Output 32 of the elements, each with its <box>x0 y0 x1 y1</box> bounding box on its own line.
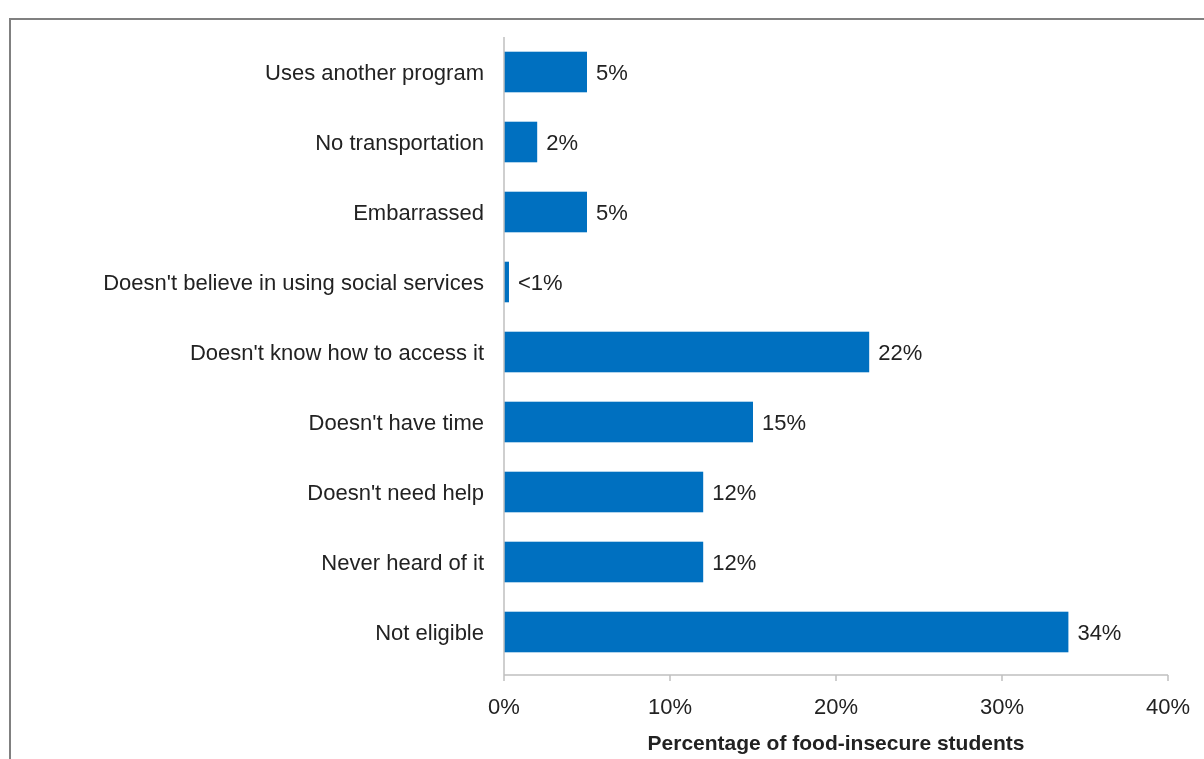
bar <box>504 121 538 163</box>
bar <box>504 51 587 93</box>
bar <box>504 541 704 583</box>
data-label: 15% <box>762 409 807 435</box>
data-label: 34% <box>1077 619 1122 645</box>
data-label: 12% <box>712 479 757 505</box>
data-label: 5% <box>596 199 628 225</box>
bar <box>504 191 587 233</box>
x-axis-title: Percentage of food-insecure students <box>647 731 1025 754</box>
y-tick-label: Doesn't have time <box>308 409 484 435</box>
bar <box>504 471 704 513</box>
x-tick-label: 0% <box>488 694 520 719</box>
y-tick-label: Doesn't need help <box>307 479 484 505</box>
bar <box>504 611 1069 653</box>
y-tick-label: No transportation <box>315 129 484 155</box>
data-label: <1% <box>517 269 563 295</box>
data-label: 22% <box>878 339 923 365</box>
y-tick-label: Never heard of it <box>321 549 484 575</box>
x-tick-label: 40% <box>1145 694 1191 719</box>
data-label: 5% <box>596 59 628 85</box>
y-tick-label: Doesn't know how to access it <box>189 339 484 365</box>
y-tick-label: Uses another program <box>265 59 484 85</box>
y-tick-label: Doesn't believe in using social services <box>103 269 484 295</box>
y-tick-label: Not eligible <box>375 619 484 645</box>
bar <box>504 401 753 443</box>
x-tick-label: 20% <box>813 694 859 719</box>
y-tick-label: Embarrassed <box>353 199 484 225</box>
x-tick-label: 30% <box>979 694 1025 719</box>
bar <box>504 331 870 373</box>
x-tick-label: 10% <box>647 694 693 719</box>
data-label: 2% <box>546 129 578 155</box>
data-label: 12% <box>712 549 757 575</box>
